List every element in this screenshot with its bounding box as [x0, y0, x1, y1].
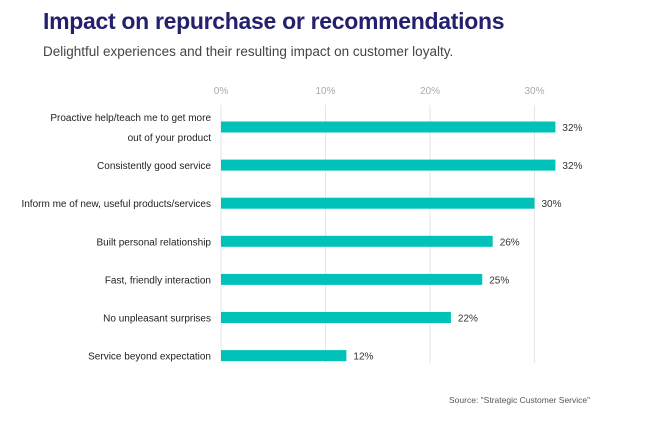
- value-label: 22%: [458, 314, 478, 325]
- source-note: Source: "Strategic Customer Service": [449, 395, 591, 405]
- bar: [221, 312, 451, 323]
- bar: [221, 273, 483, 285]
- bar: [221, 235, 493, 247]
- chart-title: Impact on repurchase or recommendations: [43, 8, 505, 34]
- value-label: 25%: [489, 275, 509, 286]
- chart-subtitle: Delightful experiences and their resulti…: [43, 44, 454, 59]
- category-label: Built personal relationship: [96, 237, 211, 248]
- bar: [221, 350, 347, 362]
- value-label: 26%: [500, 237, 520, 248]
- bar: [221, 121, 556, 133]
- category-label: No unpleasant surprises: [103, 314, 211, 325]
- category-label: out of your product: [128, 133, 212, 144]
- x-tick-label: 20%: [420, 86, 440, 97]
- category-label: Inform me of new, useful products/servic…: [21, 199, 211, 210]
- bar: [221, 197, 535, 209]
- category-label: Consistently good service: [97, 161, 211, 172]
- x-tick-label: 0%: [214, 86, 229, 97]
- value-label: 32%: [562, 123, 582, 134]
- category-label: Proactive help/teach me to get more: [50, 113, 211, 124]
- value-label: 32%: [562, 161, 582, 172]
- value-label: 30%: [542, 199, 562, 210]
- x-tick-label: 10%: [315, 86, 335, 97]
- category-label: Fast, friendly interaction: [105, 275, 211, 286]
- value-label: 12%: [353, 352, 373, 363]
- bar: [221, 159, 556, 171]
- x-tick-label: 30%: [524, 86, 544, 97]
- category-label: Service beyond expectation: [88, 352, 211, 363]
